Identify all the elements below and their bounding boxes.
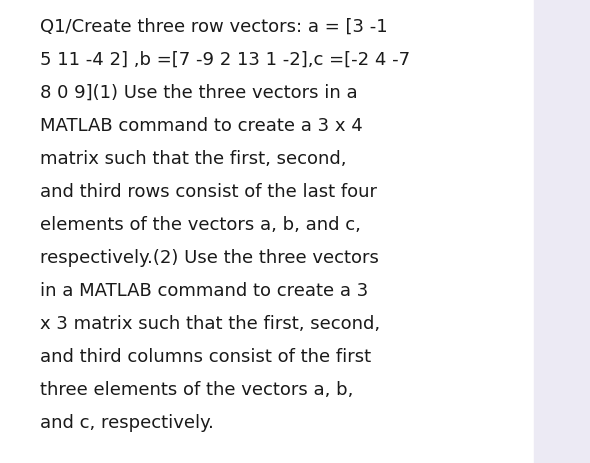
Text: and c, respectively.: and c, respectively. <box>40 413 214 431</box>
Text: 5 11 -4 2] ,b =[7 -9 2 13 1 -2],c =[-2 4 -7: 5 11 -4 2] ,b =[7 -9 2 13 1 -2],c =[-2 4… <box>40 51 410 69</box>
Text: elements of the vectors a, b, and c,: elements of the vectors a, b, and c, <box>40 216 361 233</box>
Text: and third rows consist of the last four: and third rows consist of the last four <box>40 182 377 200</box>
Text: Q1/Create three row vectors: a = [3 -1: Q1/Create three row vectors: a = [3 -1 <box>40 18 388 36</box>
Text: three elements of the vectors a, b,: three elements of the vectors a, b, <box>40 380 353 398</box>
Text: respectively.(2) Use the three vectors: respectively.(2) Use the three vectors <box>40 249 379 266</box>
Text: matrix such that the first, second,: matrix such that the first, second, <box>40 150 346 168</box>
Text: 8 0 9](1) Use the three vectors in a: 8 0 9](1) Use the three vectors in a <box>40 84 358 102</box>
Text: x 3 matrix such that the first, second,: x 3 matrix such that the first, second, <box>40 314 380 332</box>
Text: MATLAB command to create a 3 x 4: MATLAB command to create a 3 x 4 <box>40 117 363 135</box>
Text: in a MATLAB command to create a 3: in a MATLAB command to create a 3 <box>40 282 368 300</box>
Text: and third columns consist of the first: and third columns consist of the first <box>40 347 371 365</box>
Bar <box>534 0 590 463</box>
